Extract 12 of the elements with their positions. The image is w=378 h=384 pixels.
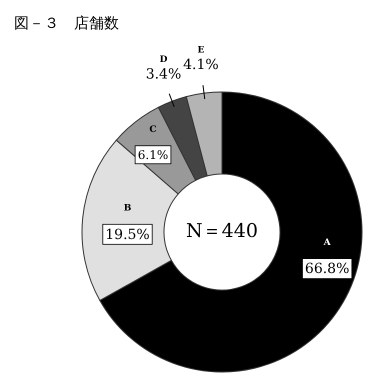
slice-label: E	[197, 46, 204, 56]
data-label: 3.4%	[146, 66, 182, 82]
slice-label: B	[124, 204, 132, 214]
data-label: 19.5%	[105, 226, 150, 243]
text: N＝440	[186, 220, 258, 242]
slice-label: D	[160, 55, 168, 66]
slice-label: A	[322, 238, 332, 248]
slice-label: C	[149, 125, 157, 136]
data-label: 4.1%	[183, 56, 219, 73]
data-label: 6.1%	[138, 148, 168, 162]
data-label: 66.8%	[304, 261, 350, 278]
chart-title: 図－３ 店舗数	[14, 14, 119, 32]
